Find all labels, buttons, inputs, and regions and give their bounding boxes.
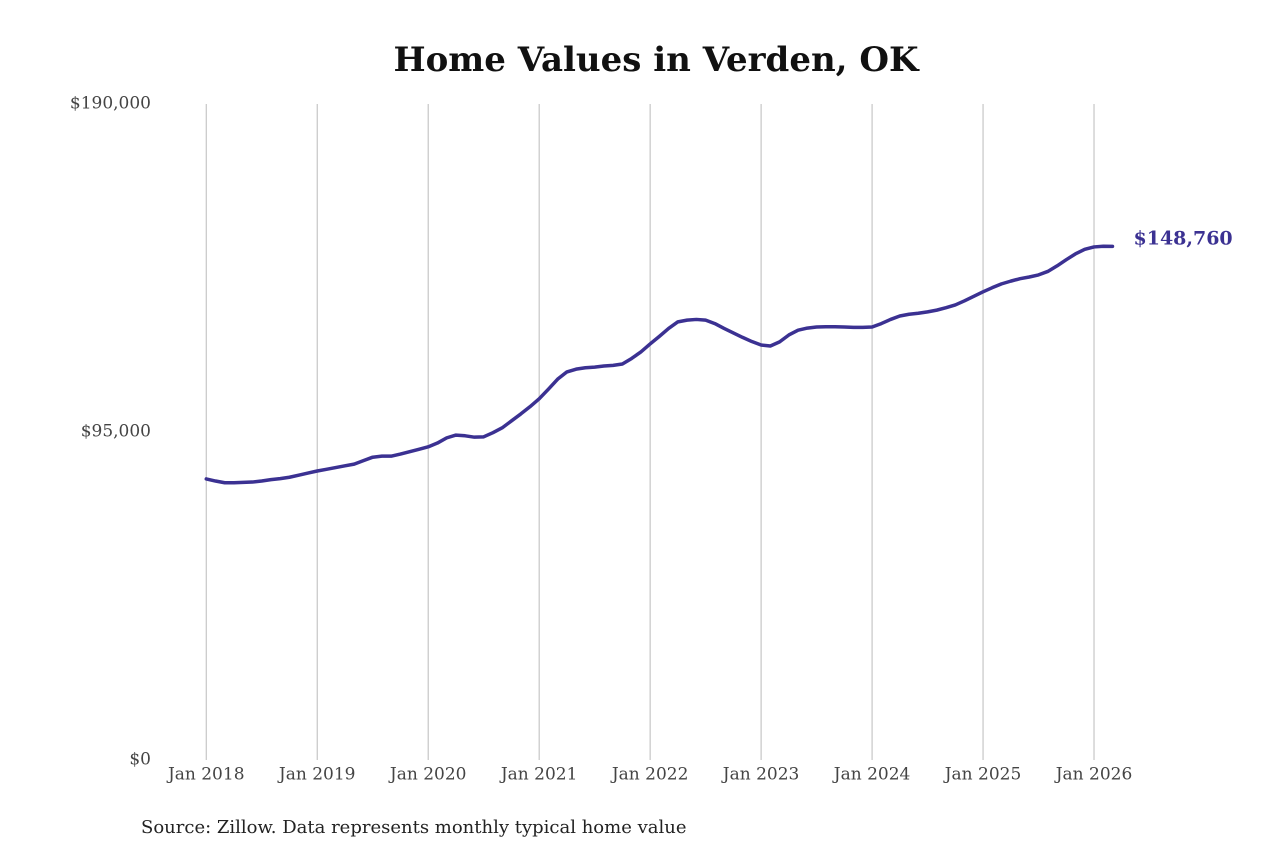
x-tick-label: Jan 2025 [943,765,1022,785]
x-tick-label: Jan 2018 [166,765,245,785]
source-note: Source: Zillow. Data represents monthly … [141,817,687,838]
x-tick-label: Jan 2024 [832,765,911,785]
x-tick-label: Jan 2026 [1054,765,1133,785]
line [204,244,1115,485]
chart-title: Home Values in Verden, OK [393,40,919,80]
x-tick-label: Jan 2021 [499,765,578,785]
x-tick-label: Jan 2019 [277,765,356,785]
y-tick-label: $0 [129,750,151,770]
y-tick-label: $95,000 [81,422,151,442]
x-tick-label: Jan 2022 [610,765,689,785]
x-tick-label: Jan 2020 [388,765,467,785]
x-tick-label: Jan 2023 [721,765,800,785]
y-tick-label: $190,000 [70,94,151,114]
data-label: $148,760 [1134,227,1233,249]
